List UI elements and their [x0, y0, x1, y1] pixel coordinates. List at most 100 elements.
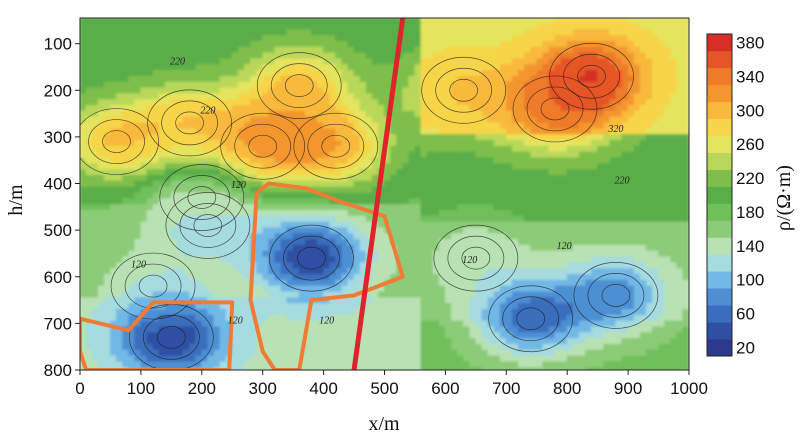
contour-cell — [371, 40, 379, 48]
contour-cell — [231, 110, 239, 118]
contour-cell — [286, 303, 294, 310]
contour-cell — [457, 204, 465, 211]
contour-cell — [518, 367, 525, 370]
contour-cell — [140, 256, 148, 264]
contour-cell — [116, 239, 124, 246]
contour-cell — [262, 250, 270, 258]
contour-cell — [201, 332, 209, 339]
contour-cell — [256, 99, 264, 106]
contour-cell — [371, 116, 379, 124]
contour-cell — [560, 29, 568, 36]
contour-cell — [457, 274, 465, 281]
contour-cell — [432, 174, 440, 182]
contour-cell — [518, 262, 525, 269]
contour-cell — [536, 29, 544, 36]
contour-cell — [420, 157, 428, 165]
contour-cell — [475, 274, 483, 281]
contour-cell — [451, 169, 458, 176]
contour-cell — [378, 314, 385, 322]
contour-cell — [505, 256, 513, 264]
contour-cell — [481, 180, 489, 188]
contour-cell — [566, 262, 574, 269]
contour-cell — [420, 18, 428, 25]
contour-cell — [311, 169, 318, 176]
contour-cell — [286, 180, 294, 188]
contour-cell — [250, 122, 258, 130]
contour-cell — [347, 116, 355, 124]
contour-cell — [518, 198, 525, 205]
contour-cell — [548, 291, 556, 299]
contour-cell — [378, 291, 385, 299]
contour-cell — [128, 215, 136, 223]
contour-cell — [499, 361, 507, 369]
contour-cell — [560, 151, 568, 159]
contour-cell — [262, 46, 270, 54]
contour-cell — [536, 367, 544, 370]
contour-cell — [396, 18, 404, 25]
contour-cell — [560, 285, 568, 293]
contour-cell — [262, 227, 270, 235]
contour-cell — [335, 139, 343, 147]
contour-cell — [414, 40, 422, 48]
contour-cell — [420, 35, 428, 42]
contour-cell — [396, 332, 404, 339]
contour-cell — [195, 174, 203, 182]
contour-cell — [402, 186, 410, 194]
contour-cell — [548, 367, 556, 370]
contour-cell — [207, 250, 215, 258]
contour-cell — [438, 180, 446, 188]
contour-cell — [566, 361, 574, 369]
contour-cell — [542, 343, 550, 351]
contour-cell — [414, 81, 422, 89]
contour-cell — [164, 343, 172, 351]
contour-cell — [493, 279, 501, 287]
contour-cell — [445, 46, 452, 54]
contour-cell — [189, 116, 197, 124]
contour-cell — [402, 303, 410, 310]
contour-cell — [463, 180, 471, 188]
contour-cell — [384, 367, 391, 370]
contour-cell — [122, 64, 130, 71]
contour-cell — [353, 233, 361, 240]
contour-cell — [317, 279, 324, 287]
contour-cell — [493, 46, 501, 54]
contour-cell — [505, 279, 513, 287]
contour-cell — [219, 18, 227, 25]
contour-cell — [499, 157, 507, 165]
contour-cell — [475, 192, 483, 200]
contour-cell — [378, 93, 385, 100]
contour-cell — [262, 93, 270, 100]
contour-cell — [292, 332, 300, 339]
contour-cell — [85, 99, 93, 106]
contour-cell — [359, 174, 367, 182]
contour-cell — [164, 75, 172, 83]
contour-cell — [225, 291, 233, 299]
contour-cell — [341, 349, 349, 357]
contour-cell — [451, 64, 458, 71]
contour-cell — [402, 285, 410, 293]
contour-cell — [402, 198, 410, 205]
contour-cell — [347, 338, 355, 345]
contour-cell — [347, 268, 355, 275]
contour-cell — [140, 70, 148, 77]
contour-cell — [262, 35, 270, 42]
contour-cell — [359, 40, 367, 48]
contour-cell — [189, 221, 197, 229]
contour-cell — [572, 297, 580, 304]
contour-cell — [511, 279, 519, 287]
contour-cell — [554, 268, 562, 275]
contour-cell — [353, 64, 361, 71]
contour-cell — [244, 122, 251, 130]
contour-cell — [237, 332, 245, 339]
contour-cell — [560, 46, 568, 54]
contour-cell — [463, 157, 471, 165]
contour-cell — [280, 145, 288, 153]
contour-cell — [420, 239, 428, 246]
contour-cell — [256, 256, 264, 264]
contour-cell — [530, 23, 538, 31]
contour-cell — [481, 198, 489, 205]
contour-cell — [432, 35, 440, 42]
contour-cell — [116, 268, 124, 275]
contour-cell — [262, 163, 270, 170]
contour-cell — [511, 343, 519, 351]
